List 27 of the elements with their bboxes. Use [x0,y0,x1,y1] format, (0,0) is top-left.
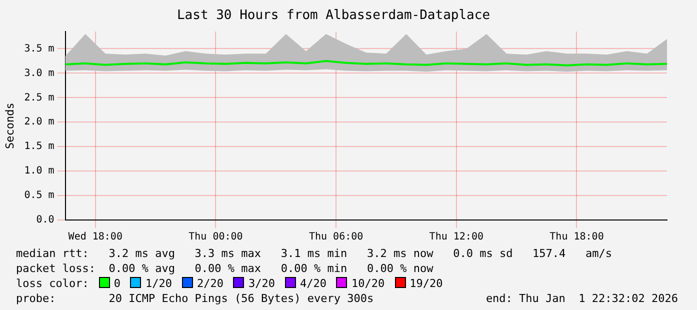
text: median rtt: 3.2 ms avg 3.3 ms max 3.1 ms min 3.2 ms now 0.0 ms sd 157.4 am/s [16,246,614,261]
x-tick-label: Thu 06:00 [308,232,364,243]
text: probe: 20 ICMP Echo Pings (56 Bytes) every 300s [16,292,374,305]
y-tick-label: 2.0 m [24,116,54,128]
x-tick-label: Wed 18:00 [68,232,122,243]
text: 19/20 [410,277,443,290]
text: 4/20 [300,277,326,290]
y-tick-label: 1.5 m [24,141,54,152]
text: 1/20 [145,277,172,290]
text: 2/20 [196,277,224,290]
x-tick-label: Thu 12:00 [429,232,484,243]
text: 10/20 [351,277,385,290]
y-tick-label: 1.0 m [24,166,54,177]
text: 3/20 [248,277,275,290]
x-tick-label: Thu 00:00 [188,232,243,243]
text: packet loss: 0.00 % avg 0.00 % max 0.00 % min 0.00 % now [16,261,434,276]
y-tick-label: 3.0 m [24,68,54,79]
y-tick-label: 3.5 m [24,43,54,54]
text: 0.0 [36,214,54,226]
text: end: Thu Jan 1 22:32:02 2026 [486,291,678,306]
y-tick-label: 2.5 m [24,92,54,104]
chart-title: Last 30 Hours from Albasserdam-Dataplace [176,8,490,24]
x-tick-label: Thu 18:00 [550,232,604,243]
text: 0 [114,277,120,290]
text: loss color: [16,277,89,290]
y-tick-label: 0.5 m [24,190,54,202]
y-axis-title: Seconds [3,102,16,149]
